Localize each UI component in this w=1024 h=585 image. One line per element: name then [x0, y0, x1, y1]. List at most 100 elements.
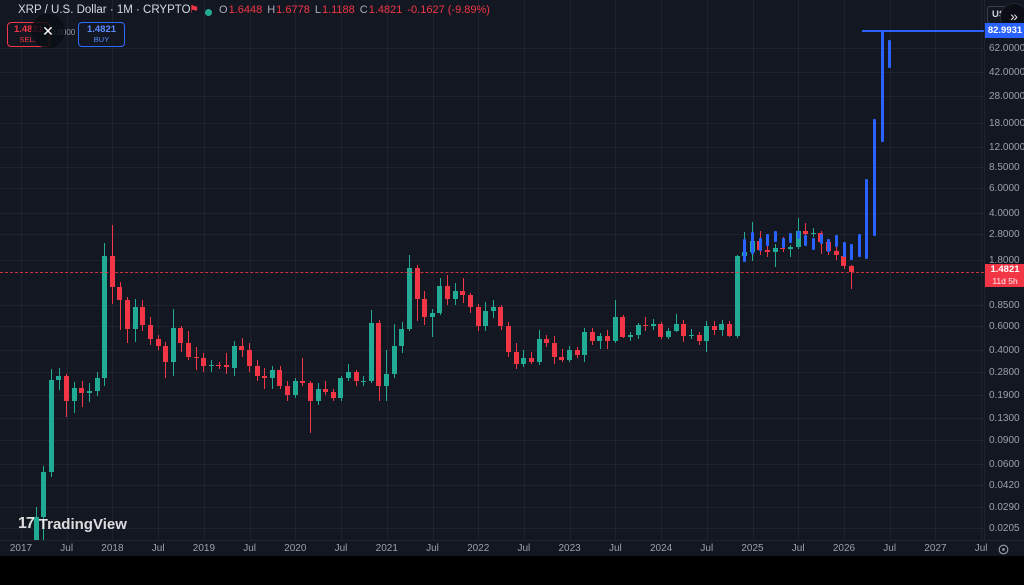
candle-body [71, 388, 77, 401]
gridline-horizontal [0, 417, 984, 419]
candle-wick [645, 316, 647, 332]
candle-body [109, 256, 115, 288]
bar-countdown: 11d 5h [992, 275, 1018, 286]
price-scale[interactable]: USD » 82.9931 1.4821 11d 5h 62.000042.00… [984, 0, 1024, 540]
candle-body [262, 376, 268, 379]
candle-body [483, 311, 489, 326]
time-tick-jul: Jul [151, 543, 165, 554]
candle-body [688, 334, 694, 336]
candle-wick [813, 227, 814, 238]
candle-body [551, 343, 557, 357]
time-tick-jul: Jul [334, 543, 348, 554]
candle-body [254, 365, 260, 376]
pattern-bar [880, 31, 884, 142]
price-tick-label: 6.0000 [989, 183, 1020, 195]
tradingview-logo-text: TradingView [38, 515, 127, 533]
candle-body [719, 324, 725, 331]
pattern-bar [773, 230, 777, 242]
sell-label: SELL [19, 35, 38, 44]
gridline-horizontal [0, 439, 984, 441]
time-tick-jul: Jul [883, 543, 897, 554]
gridline-horizontal [0, 507, 984, 509]
time-tick-year: 2023 [558, 543, 581, 554]
time-scale[interactable]: 2017 Jul 2018 Jul 2019 Jul 2020 Jul 2021 Jul 2022 J… [0, 540, 1024, 557]
price-tick-label: 0.4000 [989, 345, 1020, 357]
candle-body [307, 383, 313, 402]
candle-body [673, 324, 679, 332]
candle-body [544, 339, 550, 344]
pattern-bar [758, 238, 762, 252]
candle-body [422, 299, 428, 317]
price-tick-label: 42.0000 [989, 66, 1024, 78]
gridline-vertical [844, 0, 845, 540]
scroll-to-realtime-icon[interactable] [997, 543, 1010, 556]
gridline-horizontal [0, 146, 984, 148]
candle-body [346, 371, 351, 379]
tradingview-logo-icon: 17 [18, 515, 35, 532]
last-price-line [0, 271, 984, 273]
candle-body [330, 391, 336, 399]
candle-body [528, 358, 534, 362]
time-tick-year: 2019 [192, 543, 216, 554]
gridline-horizontal [0, 167, 984, 169]
buy-label: BUY [93, 35, 110, 44]
price-tick-label: 62.0000 [989, 43, 1024, 55]
gridline-horizontal [0, 260, 984, 262]
time-tick-year: 2017 [9, 543, 33, 554]
pattern-bar [888, 39, 892, 68]
candle-body [810, 232, 816, 234]
candle-body [605, 335, 610, 341]
price-tick-label: 28.0000 [989, 91, 1024, 102]
candle-body [727, 324, 732, 336]
candle-wick [851, 264, 853, 289]
time-tick-year: 2025 [741, 543, 764, 554]
flag-icon[interactable]: ⚑ [189, 4, 199, 16]
close-icon[interactable]: ✕ [31, 14, 65, 48]
candle-wick [119, 281, 121, 331]
candle-wick [531, 351, 532, 364]
time-tick-jul: Jul [243, 543, 256, 554]
gridline-vertical [21, 0, 22, 540]
candle-body [498, 307, 504, 326]
candle-body [292, 380, 298, 395]
time-tick-year: 2026 [832, 543, 856, 554]
candle-body [361, 380, 367, 382]
candle-body [86, 390, 92, 393]
pattern-bar [789, 232, 793, 244]
symbol-title[interactable]: XRP / U.S. Dollar · 1M · CRYPTO [18, 4, 191, 16]
tradingview-chart: USD » 82.9931 1.4821 11d 5h 62.000042.00… [0, 0, 1024, 557]
candle-body [300, 380, 306, 384]
candle-body [155, 339, 161, 346]
candle-body [787, 247, 793, 249]
pattern-bar [819, 233, 823, 245]
last-price-value: 1.4821 [990, 263, 1020, 275]
pattern-bar [751, 231, 754, 254]
time-tick-year: 2020 [284, 543, 307, 554]
price-tick-label: 1.8000 [989, 255, 1020, 267]
time-tick-jul: Jul [426, 543, 439, 554]
time-tick-jul: Jul [974, 543, 988, 554]
price-tick-label: 0.1900 [989, 389, 1020, 401]
gridline-vertical [386, 0, 388, 540]
pattern-target-ray [862, 30, 984, 32]
candle-body [216, 364, 222, 366]
candle-body [414, 268, 420, 300]
candle-body [285, 386, 290, 395]
candle-body [772, 248, 778, 252]
candle-body [666, 331, 671, 337]
chart-plot-area[interactable] [0, 0, 984, 540]
pattern-bar [827, 239, 831, 253]
candle-body [399, 329, 405, 346]
gridline-vertical [935, 0, 937, 540]
time-tick-jul: Jul [791, 543, 805, 554]
gridline-vertical [523, 0, 525, 540]
candle-body [406, 268, 412, 330]
candle-body [467, 295, 473, 307]
candle-body [650, 324, 656, 327]
candle-body [490, 307, 496, 312]
candle-body [445, 285, 450, 300]
candle-body [460, 290, 466, 296]
buy-button[interactable]: 1.4821 BUY [78, 22, 125, 47]
pattern-bar [766, 234, 770, 246]
gridline-horizontal [0, 122, 984, 124]
